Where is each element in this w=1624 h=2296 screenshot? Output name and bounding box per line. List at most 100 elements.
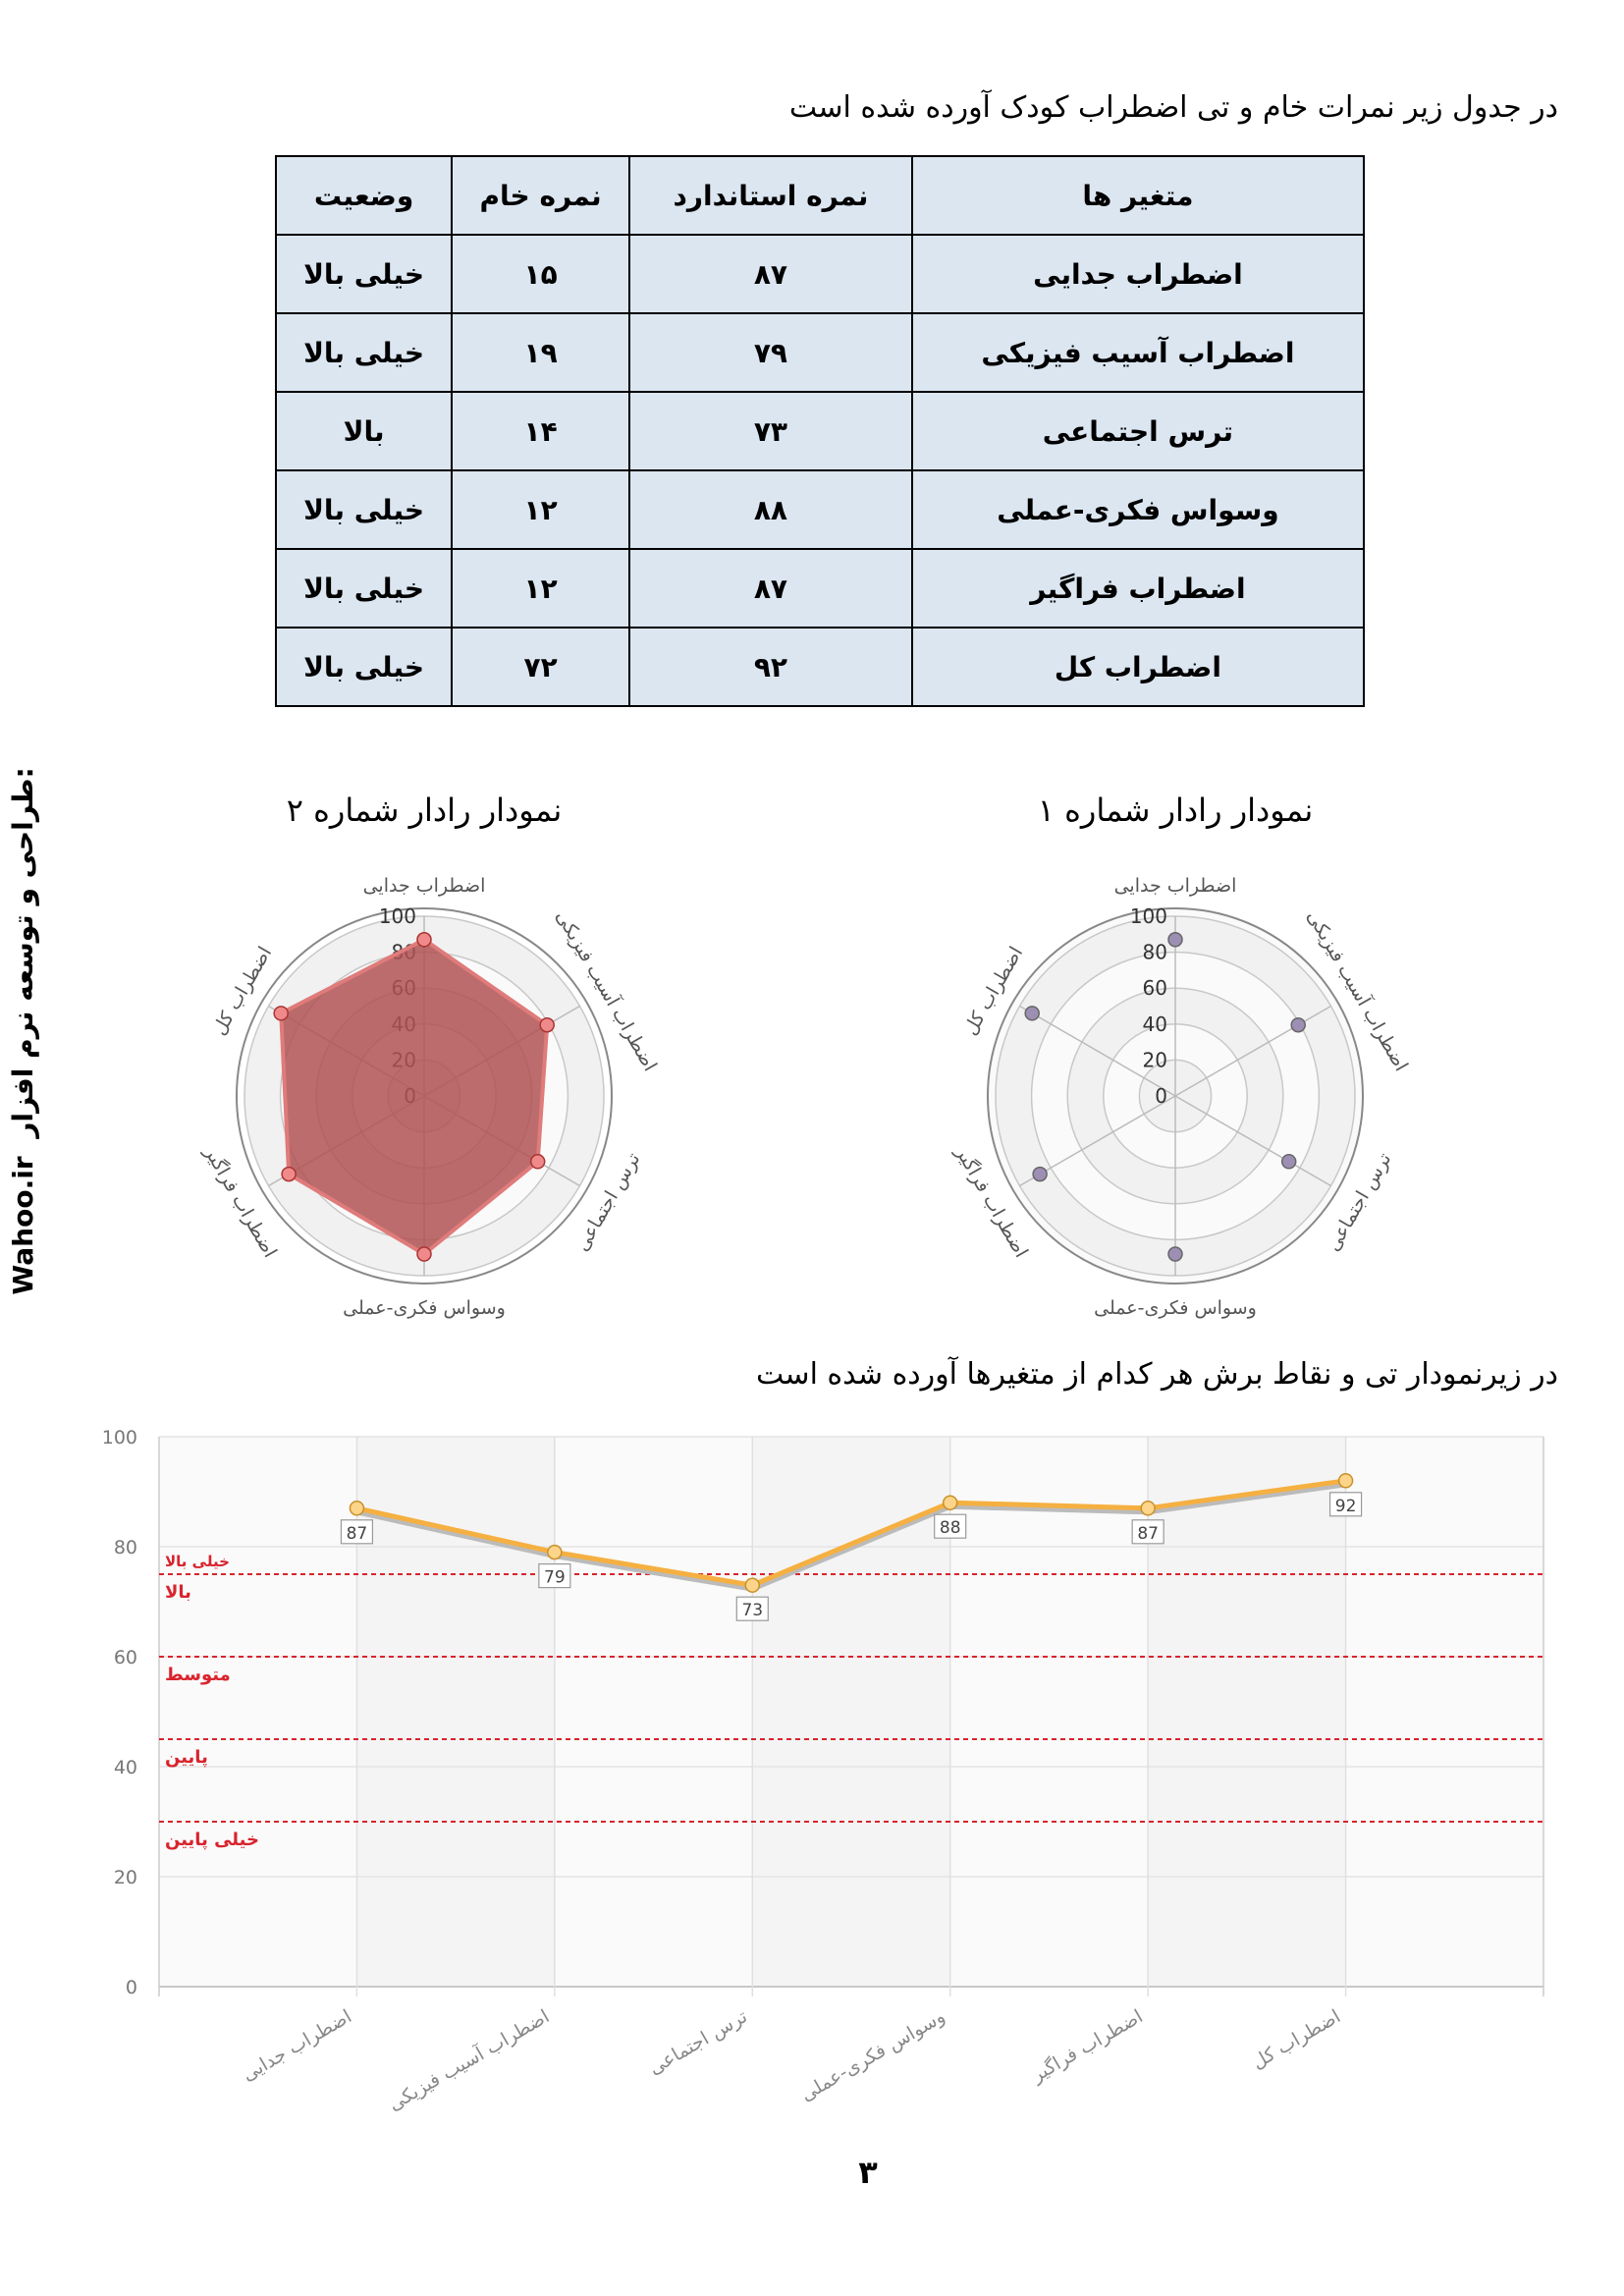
band-label: بالا	[165, 1582, 191, 1603]
data-point	[416, 932, 432, 948]
data-point	[1337, 1473, 1354, 1489]
header-cell: نمره خام	[451, 155, 631, 236]
table-cell: ۱۲	[451, 548, 631, 629]
data-point	[942, 1495, 958, 1510]
r-tick-label: 60	[1143, 976, 1167, 1000]
table-row: اضطراب کل ۹۲ ۷۲ خیلی بالا	[274, 627, 1366, 707]
table-cell: خیلی بالا	[274, 234, 454, 314]
table-cell: اضطراب فراگیر	[910, 548, 1366, 629]
band-label: پایین	[165, 1747, 208, 1768]
x-tick-label: اضطراب آسیب فیزیکی	[384, 2004, 553, 2115]
r-tick-label: 100	[379, 904, 416, 928]
table-cell: اضطراب کل	[910, 627, 1366, 707]
table-cell: ۱۴	[451, 391, 631, 471]
section-title: در زیرنمودار تی و نقاط برش هر کدام از مت…	[755, 1357, 1558, 1392]
data-point	[349, 1501, 365, 1516]
table-cell: ۱۲	[451, 469, 631, 550]
data-point	[1167, 1246, 1183, 1262]
table-row: وسواس فکری-عملی ۸۸ ۱۲ خیلی بالا	[274, 469, 1366, 550]
table-cell: ۱۹	[451, 312, 631, 393]
table-row: ترس اجتماعی ۷۳ ۱۴ بالا	[274, 391, 1366, 471]
data-point	[1167, 932, 1183, 948]
table-cell: خیلی بالا	[274, 627, 454, 707]
chart-title: نمودار رادار شماره ۲	[287, 792, 562, 829]
data-line	[355, 1478, 1346, 1588]
table-cell: ۸۷	[628, 548, 913, 629]
x-tick-label: اضطراب کل	[1248, 2005, 1344, 2073]
data-point	[1032, 1166, 1048, 1182]
label-box	[340, 1519, 374, 1545]
table-cell: ۸۸	[628, 469, 913, 550]
data-label: 79	[544, 1568, 566, 1588]
data-point	[273, 1006, 289, 1021]
x-tick-label: وسواس فکری-عملی	[797, 2005, 948, 2105]
side-text: طراحی و توسعه نرم افزار:	[7, 767, 39, 1139]
table-row: اضطراب آسیب فیزیکی ۷۹ ۱۹ خیلی بالا	[274, 312, 1366, 393]
table-row: اضطراب فراگیر ۸۷ ۱۲ خیلی بالا	[274, 548, 1366, 629]
data-point	[1140, 1501, 1156, 1516]
axis-label: اضطراب جدایی	[363, 875, 486, 897]
score-table: متغیر ها نمره استاندارد نمره خام وضعیت اضطر…	[274, 155, 1366, 707]
data-point	[539, 1016, 555, 1033]
band-label: خیلی بالا	[165, 1553, 230, 1570]
spoke	[1174, 1095, 1331, 1187]
table-cell: ۷۳	[628, 391, 913, 471]
intro: در جدول زیر نمرات خام و تی اضطراب کودک آ…	[788, 90, 1558, 125]
table-cell: بالا	[274, 391, 454, 471]
r-tick-label: 80	[1143, 941, 1167, 964]
table-cell: خیلی بالا	[274, 548, 454, 629]
r-tick-label: 100	[1130, 904, 1167, 928]
band	[1345, 1437, 1543, 1987]
data-point	[281, 1166, 297, 1182]
data-label: 87	[347, 1524, 368, 1544]
table-cell: وسواس فکری-عملی	[910, 469, 1366, 550]
band	[752, 1437, 950, 1987]
band	[159, 1437, 357, 1987]
table-cell: ترس اجتماعی	[910, 391, 1366, 471]
data-point	[547, 1544, 563, 1560]
y-tick-label: 20	[114, 1867, 137, 1888]
label-box	[1131, 1519, 1164, 1545]
band-label: خیلی پایین	[165, 1830, 259, 1850]
table-cell: ۸۷	[628, 234, 913, 314]
band	[1148, 1437, 1346, 1987]
table-cell: خیلی بالا	[274, 312, 454, 393]
data-label: 87	[1137, 1524, 1159, 1544]
table-cell: ۷۲	[451, 627, 631, 707]
spoke	[1019, 1005, 1176, 1097]
chart-title: نمودار رادار شماره ۱	[1038, 792, 1313, 829]
table-cell: خیلی بالا	[274, 469, 454, 550]
axis-label: وسواس فکری-عملی	[1094, 1297, 1257, 1319]
table-cell: ۷۹	[628, 312, 913, 393]
data-point	[529, 1154, 546, 1170]
band	[554, 1437, 753, 1987]
label-box	[538, 1562, 571, 1589]
header-cell: متغیر ها	[910, 155, 1366, 236]
label-box	[934, 1513, 967, 1539]
y-tick-label: 100	[102, 1427, 137, 1449]
line-shadow	[355, 1482, 1346, 1592]
side-link: Wahoo.ir	[7, 1156, 39, 1294]
page-number: ۳	[858, 2154, 878, 2191]
data-point	[416, 1246, 432, 1262]
data-point	[1024, 1006, 1040, 1021]
data-point	[744, 1577, 761, 1593]
label-box	[735, 1596, 769, 1621]
band-label: متوسط	[165, 1665, 231, 1685]
axis-label: وسواس فکری-عملی	[343, 1297, 506, 1319]
band	[949, 1437, 1149, 1987]
table-cell: ۱۵	[451, 234, 631, 314]
spoke	[1174, 1005, 1331, 1097]
y-tick-label: 60	[114, 1647, 137, 1668]
table-cell: اضطراب آسیب فیزیکی	[910, 312, 1366, 393]
r-tick-label: 40	[1143, 1012, 1167, 1036]
table-row: اضطراب جدایی ۸۷ ۱۵ خیلی بالا	[274, 234, 1366, 314]
header-cell: نمره استاندارد	[628, 155, 913, 236]
table-header: متغیر ها نمره استاندارد نمره خام وضعیت	[274, 155, 1366, 236]
table-cell: ۹۲	[628, 627, 913, 707]
y-tick-label: 0	[126, 1977, 137, 1998]
data-point	[1280, 1154, 1297, 1170]
table-cell: اضطراب جدایی	[910, 234, 1366, 314]
r-tick-label: 0	[1155, 1084, 1167, 1108]
